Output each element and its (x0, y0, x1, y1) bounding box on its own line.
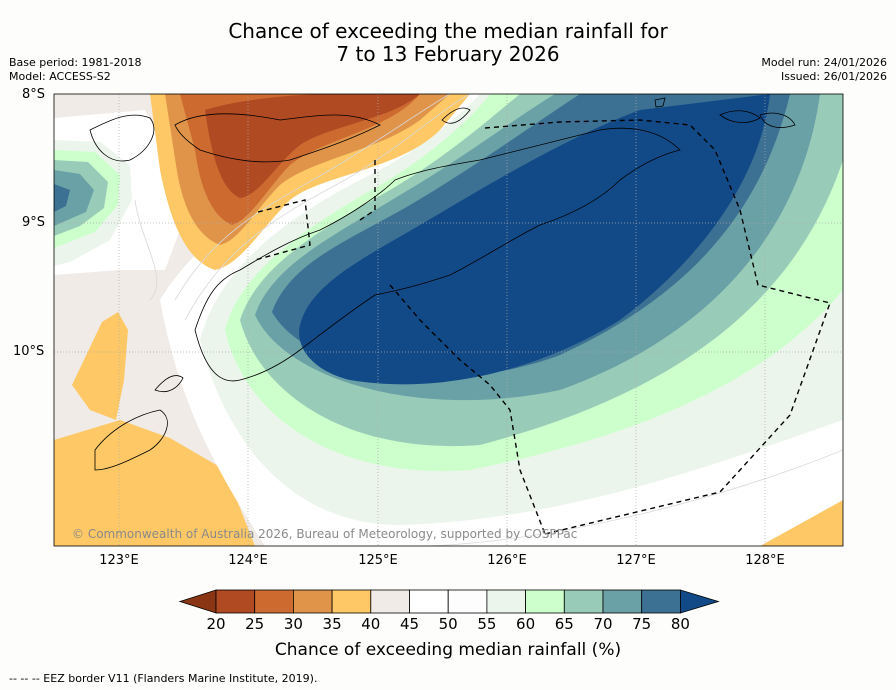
rainfall-map (54, 94, 843, 546)
title-line-1: Chance of exceeding the median rainfall … (228, 19, 668, 43)
colorbar-bin-75 (641, 589, 681, 614)
colorbar-tick-75: 75 (632, 615, 652, 633)
colorbar-tick-40: 40 (361, 615, 381, 633)
coastlines (89, 97, 796, 471)
colorbar-tick-20: 20 (206, 615, 226, 633)
model-name: Model: ACCESS-S2 (9, 70, 111, 83)
issued-date: Issued: 26/01/2026 (780, 70, 887, 83)
colorbar-tick-80: 80 (670, 615, 690, 633)
colorbar-tick-30: 30 (283, 615, 303, 633)
colorbar-tick-70: 70 (593, 615, 613, 633)
colorbar-bin-60 (525, 589, 565, 614)
map-frame (53, 93, 844, 547)
contour-85 (299, 94, 770, 385)
lon-label-125e: 125°E (358, 553, 398, 568)
colorbar-bin-20 (215, 589, 256, 614)
contour-20 (205, 94, 420, 198)
lat-label-10s: 10°S (13, 344, 45, 359)
colorbar (178, 589, 720, 614)
lon-label-126e: 126°E (487, 553, 527, 568)
model-run: Model run: 24/01/2026 (761, 56, 887, 69)
copyright-notice: © Commonwealth of Australia 2026, Bureau… (72, 527, 578, 541)
lon-label-128e: 128°E (745, 553, 785, 568)
colorbar-arrow-high (680, 589, 720, 614)
colorbar-tick-65: 65 (554, 615, 574, 633)
colorbar-bin-30 (292, 589, 333, 614)
chart-title: Chance of exceeding the median rainfall … (0, 20, 896, 66)
contour-lines (134, 94, 843, 546)
colorbar-tick-60: 60 (516, 615, 536, 633)
colorbar-bin-50 (447, 589, 488, 614)
colorbar-tick-45: 45 (399, 615, 420, 633)
colorbar-bin-25 (254, 589, 294, 614)
contour-40-west (72, 312, 128, 420)
colorbar-bin-70 (602, 589, 643, 614)
eez-border (254, 119, 831, 535)
colorbar-title: Chance of exceeding median rainfall (%) (274, 640, 622, 660)
colorbar-bin-45 (409, 589, 449, 614)
west-wet-75 (54, 170, 94, 226)
meta-right: Model run: 24/01/2026 Issued: 26/01/2026 (761, 56, 887, 84)
colorbar-bin-55 (486, 589, 526, 614)
colorbar-tick-25: 25 (245, 615, 265, 633)
lat-label-9s: 9°S (22, 215, 46, 230)
meta-left: Base period: 1981-2018 Model: ACCESS-S2 (9, 56, 141, 84)
colorbar-tick-35: 35 (322, 615, 342, 633)
lon-label-124e: 124°E (228, 553, 268, 568)
title-line-2: 7 to 13 February 2026 (336, 42, 560, 66)
base-period: Base period: 1981-2018 (9, 56, 142, 69)
lon-label-123e: 123°E (99, 553, 139, 568)
colorbar-bin-40 (370, 589, 410, 614)
eez-footnote: -- -- -- EEZ border V11 (Flanders Marine… (9, 672, 318, 685)
colorbar-tick-50: 50 (438, 615, 458, 633)
colorbar-tick-55: 55 (477, 615, 497, 633)
colorbar-arrow-low (178, 589, 217, 614)
colorbar-bin-35 (331, 589, 372, 614)
lon-label-127e: 127°E (616, 553, 656, 568)
contour-40-south (54, 420, 255, 546)
colorbar-bin-65 (563, 589, 604, 614)
west-wet-80 (54, 184, 70, 212)
lat-label-8s: 8°S (22, 87, 46, 102)
